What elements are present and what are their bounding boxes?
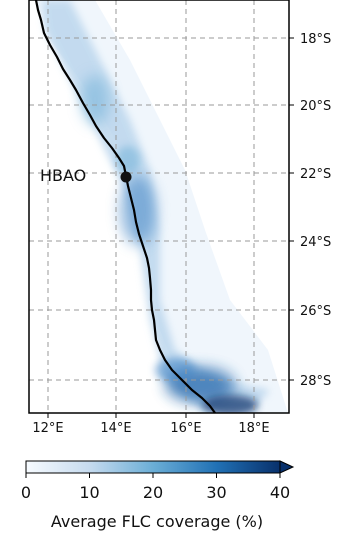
coastline bbox=[34, 0, 216, 414]
colorbar-label: Average FLC coverage (%) bbox=[51, 512, 263, 531]
lat-label-24s: 24°S bbox=[300, 235, 331, 250]
lat-label-26s: 26°S bbox=[300, 304, 331, 319]
lon-axis bbox=[47, 413, 255, 418]
lon-label-12e: 12°E bbox=[32, 421, 63, 436]
colorbar-extend-arrow bbox=[279, 460, 295, 474]
lat-label-28s: 28°S bbox=[300, 374, 331, 389]
hbao-station-label: HBAO bbox=[40, 166, 86, 185]
colorbar-gradient bbox=[25, 460, 281, 474]
lat-axis bbox=[289, 37, 294, 381]
lat-label-18s: 18°S bbox=[300, 32, 331, 47]
colorbar-tick-20: 20 bbox=[143, 483, 163, 502]
lon-label-14e: 14°E bbox=[100, 421, 131, 436]
colorbar-tick-10: 10 bbox=[79, 483, 99, 502]
lon-label-16e: 16°E bbox=[170, 421, 201, 436]
colorbar-tick-30: 30 bbox=[206, 483, 226, 502]
lat-label-20s: 20°S bbox=[300, 99, 331, 114]
lon-label-18e: 18°E bbox=[238, 421, 269, 436]
map-frame bbox=[28, 0, 290, 414]
colorbar: 0 10 20 30 40 Average FLC coverage (%) bbox=[21, 460, 295, 531]
colorbar-tick-40: 40 bbox=[270, 483, 290, 502]
map-gridlines bbox=[29, 0, 289, 413]
colorbar-tick-0: 0 bbox=[21, 483, 31, 502]
lat-label-22s: 22°S bbox=[300, 167, 331, 182]
hbao-station-marker bbox=[120, 171, 132, 183]
